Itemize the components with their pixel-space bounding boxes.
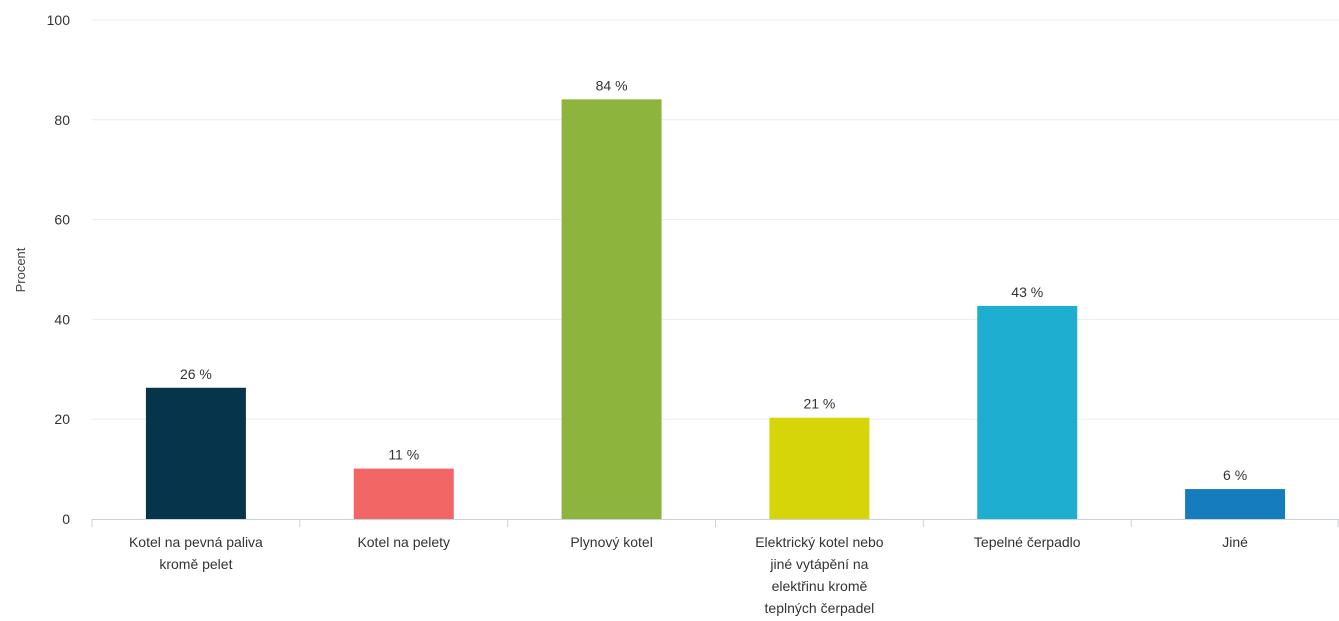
data-label: 84 % [596,77,628,93]
gridlines [92,19,1339,420]
bars [145,99,1286,519]
x-axis [91,519,1339,527]
category-label-line: kromě pelet [159,556,232,572]
y-tick-label: 60 [54,212,70,228]
bar [561,99,662,519]
y-tick-label: 100 [47,12,71,28]
y-axis-title: Procent [13,247,28,292]
data-label: 43 % [1011,284,1043,300]
category-label-line: Plynový kotel [570,534,652,550]
bar [769,417,870,519]
category-label-line: elektřinu kromě [772,578,868,594]
data-label: 6 % [1223,467,1247,483]
category-label-line: Tepelné čerpadlo [974,534,1081,550]
y-tick-label: 20 [54,411,70,427]
data-label: 11 % [388,447,419,463]
y-tick-label: 80 [54,112,70,128]
category-label: Kotel na pevná paliva kromě pelet [129,534,263,572]
category-label-line: Kotel na pevná paliva [129,534,263,550]
bar [145,387,246,519]
category-label-line: jiné vytápění na [769,556,868,572]
category-label: Tepelné čerpadlo [974,534,1081,550]
category-label-line: teplných čerpadel [765,600,875,616]
y-axis-ticks: 0 20 40 60 80 100 [47,12,71,527]
data-labels: 26 % 11 % 84 % 21 % 43 % 6 % [180,77,1247,483]
category-label: Kotel na pelety [357,534,450,550]
bar [353,468,454,519]
category-label: Elektrický kotel nebo jiné vytápění na ele… [755,534,884,616]
bar [1185,489,1286,519]
category-label-line: Elektrický kotel nebo [755,534,884,550]
y-tick-label: 40 [54,311,70,327]
category-label: Plynový kotel [570,534,652,550]
bar [977,305,1078,519]
category-label-line: Jiné [1222,534,1248,550]
category-label-line: Kotel na pelety [357,534,450,550]
data-label: 26 % [180,366,212,382]
category-label: Jiné [1222,534,1248,550]
y-tick-label: 0 [62,511,70,527]
data-label: 21 % [803,396,835,412]
